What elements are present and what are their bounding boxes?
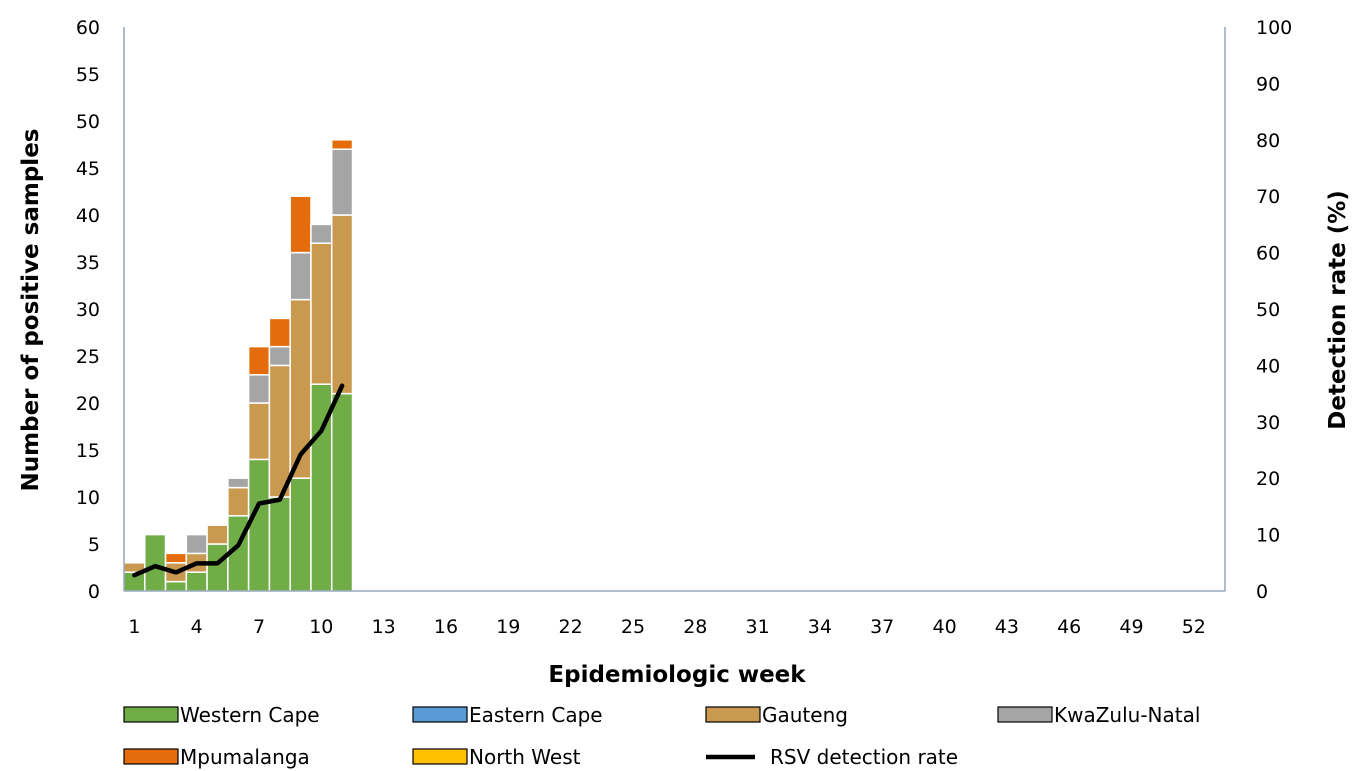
legend-swatch-mpumalanga [123,748,179,765]
legend-swatch-kwazulu-natal [997,706,1053,723]
y2-tick-label: 40 [1256,355,1280,377]
x-tick-label: 16 [434,616,458,638]
bar-mpumalanga-week-9 [289,195,312,254]
legend-label-eastern-cape: Eastern Cape [469,703,603,727]
y-tick-label: 20 [76,393,100,415]
bar-western-cape-week-9 [289,477,312,592]
y2-tick-label: 30 [1256,412,1280,434]
bar-western-cape-week-11 [330,392,354,592]
bar-mpumalanga-week-7 [247,345,271,376]
x-tick-label: 34 [808,616,832,638]
bar-gauteng-week-8 [268,364,291,498]
y2-tick-label: 80 [1256,130,1280,152]
y-tick-label: 50 [76,111,100,133]
y-tick-label: 10 [76,487,100,509]
bar-kwazulu-natal-week-9 [289,251,312,301]
bar-kwazulu-natal-week-8 [268,345,291,367]
y2-tick-label: 10 [1256,525,1280,547]
y2-tick-label: 20 [1256,468,1280,490]
x-tick-label: 4 [191,616,203,638]
y2-tick-label: 100 [1256,17,1292,39]
y2-tick-label: 70 [1256,186,1280,208]
bar-western-cape-week-3 [164,580,188,592]
legend-label-rsv-detection-rate: RSV detection rate [770,745,958,769]
bar-kwazulu-natal-week-6 [227,477,250,489]
y-tick-label: 45 [76,158,100,180]
legend-label-mpumalanga: Mpumalanga [180,745,310,769]
legend-swatch-gauteng [705,706,761,723]
bar-western-cape-week-8 [268,496,291,592]
x-tick-label: 7 [253,616,265,638]
legend-label-kwazulu-natal: KwaZulu-Natal [1054,703,1200,727]
bar-western-cape-week-7 [247,458,271,592]
line-rsv-detection-rate [132,383,345,578]
y2-axis-title: Detection rate (%) [1325,190,1351,430]
bar-western-cape-week-2 [144,533,167,592]
x-tick-label: 1 [128,616,140,638]
x-tick-label: 37 [870,616,894,638]
bar-kwazulu-natal-week-7 [247,374,271,404]
axes-group [123,27,1226,592]
x-tick-label: 25 [621,616,645,638]
x-tick-label: 46 [1057,616,1081,638]
x-tick-label: 31 [746,616,770,638]
x-tick-label: 13 [372,616,396,638]
bar-kwazulu-natal-week-4 [185,533,208,555]
x-tick-label: 40 [933,616,957,638]
y2-tick-label: 50 [1256,299,1280,321]
x-axis-title: Epidemiologic week [548,662,806,688]
y-tick-label: 25 [76,346,100,368]
bar-mpumalanga-week-8 [268,317,291,348]
legend-label-gauteng: Gauteng [762,703,848,727]
legend-swatch-eastern-cape [412,706,468,723]
bar-gauteng-week-10 [310,242,333,385]
x-tick-label: 43 [995,616,1019,638]
x-tick-label: 52 [1182,616,1206,638]
y-axis-title: Number of positive samples [18,129,44,492]
x-tick-label: 49 [1119,616,1143,638]
x-tick-label: 22 [559,616,583,638]
y2-tick-label: 60 [1256,243,1280,265]
bar-mpumalanga-week-3 [164,552,188,564]
legend: Western Cape Eastern Cape Gauteng KwaZulu-N… [123,703,1200,769]
y-tick-label: 5 [88,534,100,556]
y2-tick-label: 0 [1256,581,1268,603]
legend-label-north-west: North West [469,745,581,769]
y-tick-label: 0 [88,581,100,603]
legend-swatch-north-west [412,748,468,765]
y-tick-label: 35 [76,252,100,274]
bar-western-cape-week-5 [206,543,229,592]
x-tick-label: 28 [683,616,707,638]
x-tick-label: 19 [496,616,520,638]
bar-gauteng-week-6 [227,486,250,517]
y2-tick-label: 90 [1256,73,1280,95]
bars-group [123,139,354,592]
bar-kwazulu-natal-week-10 [310,223,333,244]
y-tick-label: 30 [76,299,100,321]
line-layer [132,383,345,578]
bar-kwazulu-natal-week-11 [330,148,354,216]
bar-western-cape-week-4 [185,571,208,592]
legend-swatch-western-cape [123,706,179,723]
y-tick-label: 40 [76,205,100,227]
bar-gauteng-week-5 [206,524,229,545]
bar-gauteng-week-11 [330,214,354,395]
y-tick-label: 15 [76,440,100,462]
y-tick-label: 60 [76,17,100,39]
bar-mpumalanga-week-11 [330,139,354,150]
ticks-group: 0 5 10 15 20 25 30 35 40 45 50 55 60 0 10 20 30 40 50 60 70 8… [76,17,1292,638]
legend-label-western-cape: Western Cape [180,703,320,727]
x-tick-label: 10 [309,616,333,638]
y-tick-label: 55 [76,64,100,86]
bar-gauteng-week-7 [247,402,271,461]
